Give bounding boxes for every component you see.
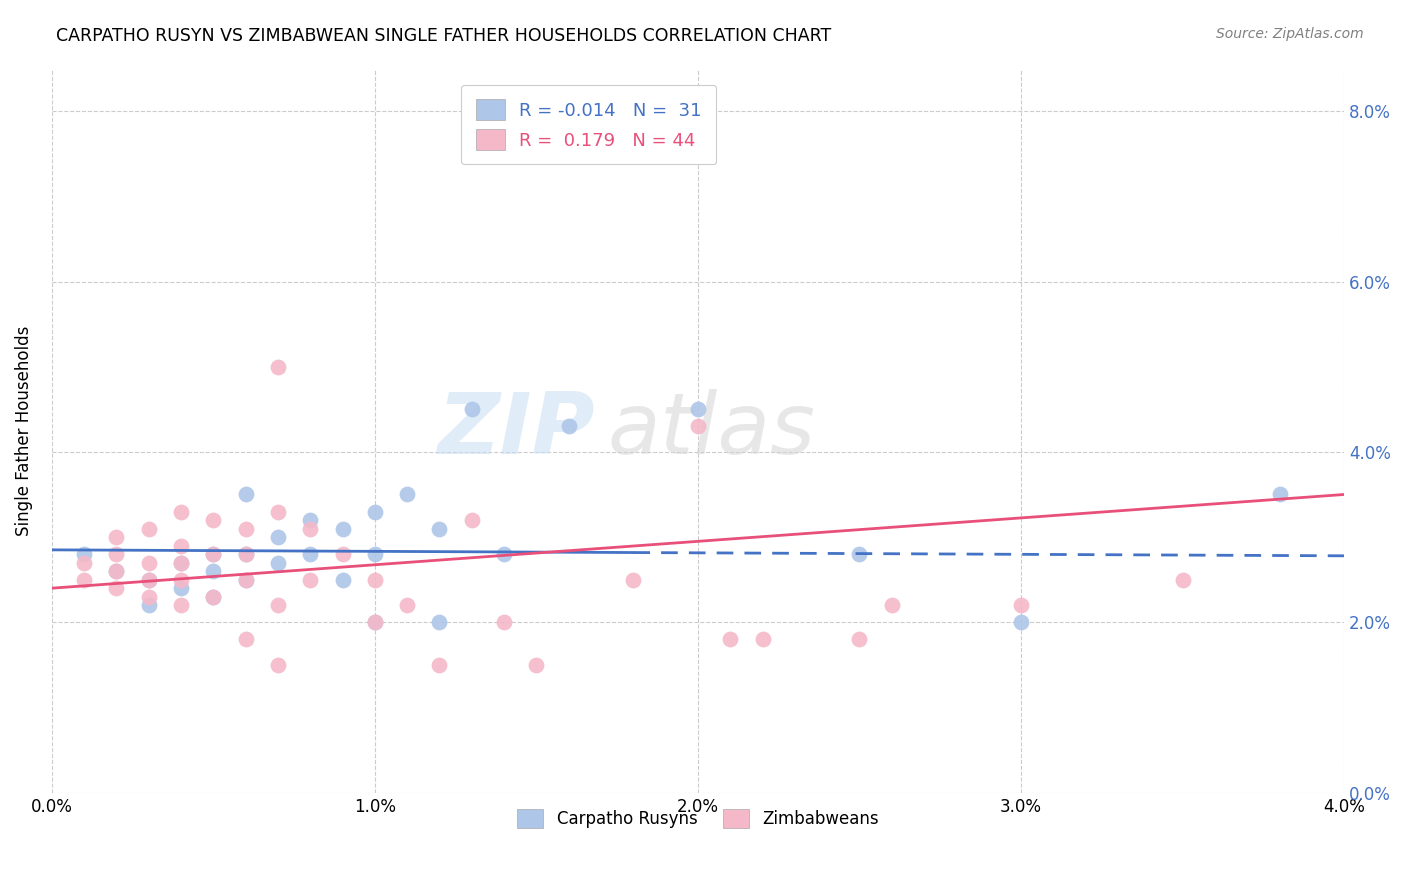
Point: [170, 599, 193, 613]
Point: [880, 599, 903, 613]
Point: [235, 547, 257, 561]
Point: [557, 419, 579, 434]
Point: [461, 402, 484, 417]
Point: [170, 556, 193, 570]
Legend: Carpatho Rusyns, Zimbabweans: Carpatho Rusyns, Zimbabweans: [510, 803, 886, 835]
Point: [267, 599, 290, 613]
Point: [1171, 573, 1194, 587]
Point: [235, 573, 257, 587]
Point: [1010, 615, 1032, 630]
Point: [299, 547, 322, 561]
Point: [429, 522, 451, 536]
Point: [105, 547, 128, 561]
Point: [138, 522, 160, 536]
Point: [235, 573, 257, 587]
Point: [170, 504, 193, 518]
Text: atlas: atlas: [607, 389, 815, 472]
Text: Source: ZipAtlas.com: Source: ZipAtlas.com: [1216, 27, 1364, 41]
Point: [138, 599, 160, 613]
Point: [494, 547, 516, 561]
Point: [364, 615, 387, 630]
Point: [429, 657, 451, 672]
Point: [461, 513, 484, 527]
Point: [494, 615, 516, 630]
Point: [364, 504, 387, 518]
Point: [138, 556, 160, 570]
Point: [718, 632, 741, 647]
Point: [235, 522, 257, 536]
Text: ZIP: ZIP: [437, 389, 595, 472]
Point: [105, 564, 128, 578]
Point: [299, 513, 322, 527]
Point: [332, 522, 354, 536]
Point: [1268, 487, 1291, 501]
Point: [170, 573, 193, 587]
Point: [299, 522, 322, 536]
Point: [267, 657, 290, 672]
Point: [235, 632, 257, 647]
Point: [202, 547, 225, 561]
Y-axis label: Single Father Households: Single Father Households: [15, 326, 32, 536]
Point: [73, 547, 96, 561]
Point: [105, 564, 128, 578]
Point: [73, 556, 96, 570]
Point: [751, 632, 773, 647]
Point: [267, 530, 290, 544]
Point: [105, 581, 128, 595]
Point: [267, 504, 290, 518]
Point: [138, 590, 160, 604]
Point: [686, 402, 709, 417]
Point: [202, 547, 225, 561]
Point: [332, 547, 354, 561]
Point: [267, 556, 290, 570]
Point: [364, 547, 387, 561]
Point: [1010, 599, 1032, 613]
Point: [170, 581, 193, 595]
Point: [526, 657, 548, 672]
Point: [396, 487, 419, 501]
Point: [429, 615, 451, 630]
Point: [267, 359, 290, 374]
Point: [364, 573, 387, 587]
Point: [170, 539, 193, 553]
Point: [138, 573, 160, 587]
Point: [202, 590, 225, 604]
Point: [396, 599, 419, 613]
Point: [621, 573, 644, 587]
Point: [364, 615, 387, 630]
Point: [332, 573, 354, 587]
Point: [202, 564, 225, 578]
Point: [235, 547, 257, 561]
Point: [299, 573, 322, 587]
Point: [202, 590, 225, 604]
Point: [686, 419, 709, 434]
Point: [848, 547, 870, 561]
Point: [138, 573, 160, 587]
Point: [202, 513, 225, 527]
Point: [105, 530, 128, 544]
Text: CARPATHO RUSYN VS ZIMBABWEAN SINGLE FATHER HOUSEHOLDS CORRELATION CHART: CARPATHO RUSYN VS ZIMBABWEAN SINGLE FATH…: [56, 27, 831, 45]
Point: [170, 556, 193, 570]
Point: [848, 632, 870, 647]
Point: [73, 573, 96, 587]
Point: [235, 487, 257, 501]
